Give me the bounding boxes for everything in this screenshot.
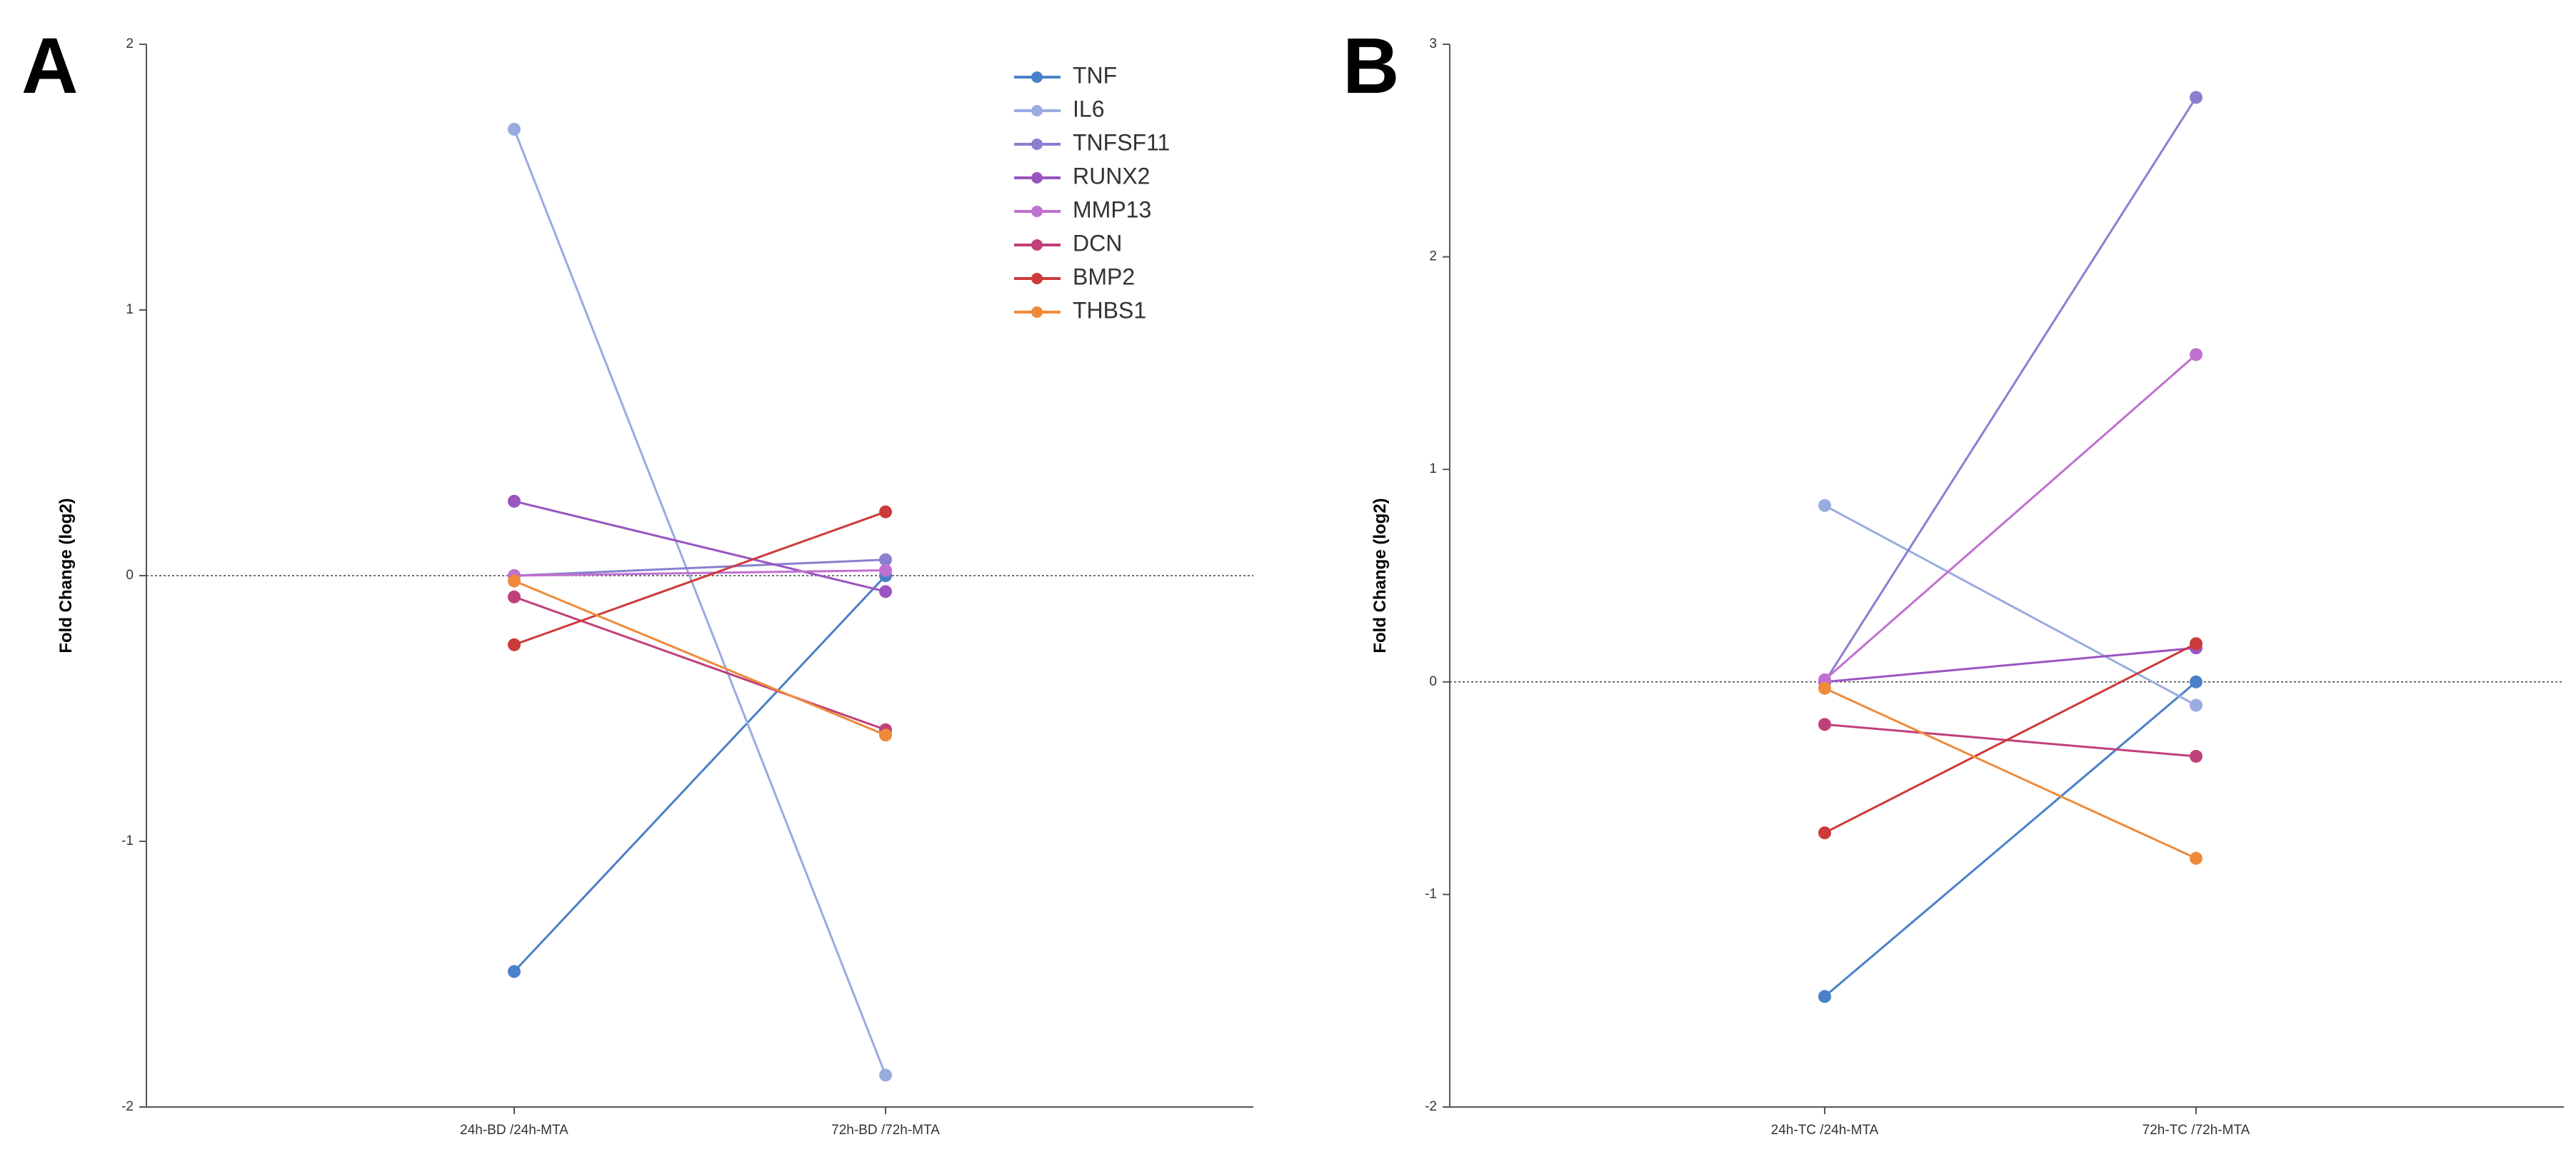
- series-line-tnf: [513, 574, 887, 973]
- series-line-mmp13: [1824, 354, 2197, 681]
- legend-label: TNF: [1073, 62, 1117, 88]
- data-point-thbs1-0: [1818, 681, 1831, 695]
- series-line-dcn: [1824, 723, 2197, 758]
- data-point-il6-0: [508, 123, 521, 136]
- x-tick-label: 72h-BD /72h-MTA: [831, 1123, 940, 1138]
- data-point-dcn-0: [508, 590, 521, 603]
- series-line-il6: [513, 129, 887, 1076]
- legend-swatch-dot: [1031, 172, 1043, 184]
- data-point-il6-1: [2190, 698, 2202, 712]
- y-tick-label: 1: [126, 302, 134, 317]
- y-tick-label: 2: [126, 36, 134, 51]
- x-tick-label: 24h-BD /24h-MTA: [460, 1123, 568, 1138]
- data-point-il6-1: [879, 1068, 892, 1082]
- legend-swatch-dot: [1031, 139, 1043, 150]
- series-line-tnf: [1824, 681, 2197, 998]
- data-point-runx2-0: [508, 494, 521, 508]
- y-tick-label: 2: [1429, 249, 1437, 264]
- data-point-tnf-1: [2190, 675, 2202, 688]
- data-point-dcn-0: [1818, 718, 1831, 731]
- series-line-dcn: [513, 596, 886, 731]
- legend-label: DCN: [1073, 230, 1122, 256]
- y-axis-label: Fold Change (log2): [1370, 498, 1390, 653]
- series-line-thbs1: [1824, 687, 2197, 860]
- series-line-thbs1: [513, 580, 886, 736]
- legend-swatch-dot: [1031, 206, 1043, 217]
- series-line-bmp2: [1824, 642, 2197, 834]
- x-tick-label: 72h-TC /72h-MTA: [2143, 1123, 2250, 1138]
- series-line-il6: [1824, 504, 2197, 706]
- legend-swatch-dot: [1031, 273, 1043, 284]
- y-tick-label: 0: [126, 568, 134, 583]
- legend-label: IL6: [1073, 96, 1104, 121]
- legend-label: MMP13: [1073, 196, 1151, 222]
- data-point-tnf-0: [1818, 990, 1831, 1003]
- legend: TNF IL6 TNFSF11 RUNX2 MMP13 DCN BMP2 THBS1: [1014, 62, 1170, 323]
- y-tick-label: 3: [1429, 36, 1437, 51]
- series-line-tnfsf11: [1823, 96, 2197, 683]
- y-tick-label: 0: [1429, 674, 1437, 689]
- series-line-runx2: [1824, 646, 2197, 683]
- data-point-tnfsf11-1: [2190, 91, 2202, 104]
- legend-swatch-dot: [1031, 306, 1043, 318]
- x-tick-label: 24h-TC /24h-MTA: [1771, 1123, 1879, 1138]
- data-point-tnfsf11-1: [879, 553, 892, 566]
- data-point-dcn-1: [2190, 749, 2202, 763]
- chart-panel-a: -2 -1 0 1 2 24h-BD /24h-MTA 72h-BD /72h-MTA Fol…: [56, 36, 1253, 1138]
- y-tick-label: -2: [1425, 1099, 1437, 1114]
- panel-letter-a: A: [21, 22, 78, 110]
- legend-label: BMP2: [1073, 264, 1135, 289]
- y-tick-label: -2: [121, 1099, 134, 1114]
- y-tick-label: -1: [121, 833, 134, 848]
- data-point-bmp2-1: [879, 505, 892, 519]
- data-point-bmp2-0: [1818, 826, 1831, 840]
- legend-label: RUNX2: [1073, 163, 1150, 189]
- panel-letter-b: B: [1343, 22, 1399, 110]
- series-line-bmp2: [513, 511, 886, 646]
- data-point-bmp2-0: [508, 638, 521, 651]
- data-point-mmp13-1: [879, 564, 892, 577]
- data-point-thbs1-1: [879, 728, 892, 742]
- legend-swatch-dot: [1031, 71, 1043, 83]
- data-point-thbs1-1: [2190, 851, 2202, 865]
- data-point-bmp2-1: [2190, 637, 2202, 651]
- legend-swatch-dot: [1031, 239, 1043, 251]
- data-point-runx2-1: [879, 585, 892, 598]
- y-tick-label: -1: [1425, 886, 1437, 901]
- series-line-runx2: [513, 500, 886, 593]
- data-point-tnf-0: [508, 965, 521, 978]
- y-tick-label: 1: [1429, 461, 1437, 476]
- legend-swatch-dot: [1031, 105, 1043, 116]
- legend-label: THBS1: [1073, 297, 1146, 323]
- data-point-thbs1-0: [508, 574, 521, 588]
- legend-label: TNFSF11: [1073, 129, 1170, 155]
- chart-panel-b: -2 -1 0 1 2 3 24h-TC /24h-MTA 72h-TC /72h-MTA Fo…: [1370, 36, 2564, 1138]
- y-axis-label: Fold Change (log2): [56, 498, 76, 653]
- data-point-il6-0: [1818, 499, 1831, 512]
- data-point-mmp13-1: [2190, 348, 2202, 361]
- series-line-tnfsf11: [513, 559, 886, 577]
- series-line-mmp13: [513, 569, 886, 577]
